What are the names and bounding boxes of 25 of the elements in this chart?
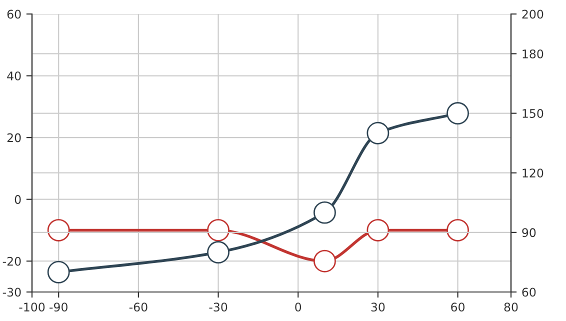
y2-tick-label: 200	[522, 10, 544, 19]
y-tick-label: -20	[2, 256, 21, 266]
y2-tick-label: 60	[522, 288, 536, 297]
x-tick-label: -30	[209, 302, 228, 312]
y-tick-label: 20	[7, 133, 21, 142]
y-tick-label: 40	[7, 72, 21, 80]
x-tick-label: -90	[50, 302, 68, 312]
x-tick-label: -60	[129, 302, 148, 312]
x-tick-label: 0	[295, 302, 302, 312]
point	[207, 241, 230, 264]
point	[47, 260, 70, 284]
point	[313, 201, 336, 224]
y-tick-label: 0	[14, 195, 21, 204]
y2-tick-label: 90	[522, 228, 536, 238]
x-tick-label: 60	[451, 302, 465, 312]
y2-tick-label: 120	[522, 168, 544, 178]
x-tick-label: -100	[19, 302, 45, 312]
y2-tick-label: 180	[522, 49, 544, 58]
point	[446, 102, 470, 125]
x-tick-label: 30	[371, 302, 385, 312]
y2-tick-label: 150	[522, 109, 544, 118]
point	[366, 122, 390, 144]
y-tick-label: -30	[2, 288, 21, 297]
y-tick-label: 60	[7, 10, 21, 19]
x-tick-label: 80	[504, 302, 518, 312]
